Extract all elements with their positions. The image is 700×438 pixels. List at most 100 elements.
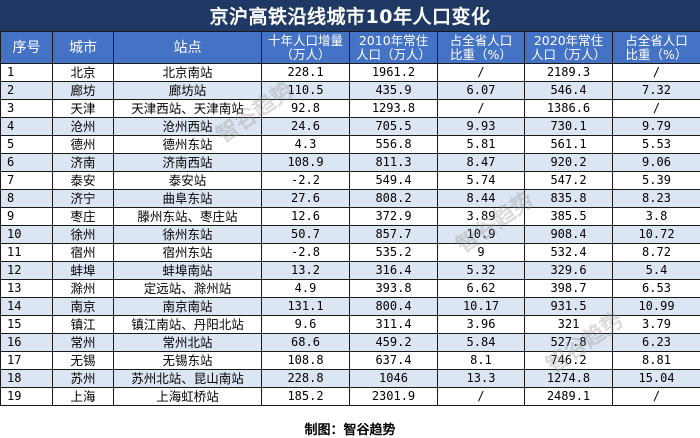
cell-share2020: / [612,63,700,82]
cell-station: 无锡东站 [113,351,262,370]
cell-growth: 228.1 [261,63,350,82]
cell-pop2020: 561.1 [524,135,613,154]
cell-city: 德州 [52,135,114,154]
cell-pop2020: 1274.8 [524,369,613,388]
cell-pop2010: 316.4 [349,261,438,280]
cell-idx: 17 [0,351,53,370]
cell-idx: 9 [0,207,53,226]
cell-city: 苏州 [52,369,114,388]
cell-share2010: 9 [437,243,525,262]
cell-share2020: 8.81 [612,351,700,370]
cell-growth: 27.6 [261,189,350,208]
table-row: 16 常州 常州北站 68.6 459.2 5.84 527.8 6.23 [0,333,700,352]
cell-pop2010: 435.9 [349,81,438,100]
header-pop2020: 2020年常住 人口（万人） [524,31,613,64]
cell-share2020: 7.32 [612,81,700,100]
cell-pop2020: 329.6 [524,261,613,280]
cell-growth: 131.1 [261,297,350,316]
cell-growth: 13.2 [261,261,350,280]
cell-share2010: 10.9 [437,225,525,244]
cell-growth: 12.6 [261,207,350,226]
table-row: 18 苏州 苏州北站、昆山南站 228.8 1046 13.3 1274.8 15.04 [0,369,700,388]
cell-growth: -2.2 [261,171,350,190]
cell-growth: 108.9 [261,153,350,172]
cell-city: 无锡 [52,351,114,370]
cell-share2020: / [612,99,700,118]
population-table: 序号 城市 站点 十年人口增量 （万人） 2010年常住 人口（万人） 占全省人口比… [0,31,700,406]
cell-station: 滕州东站、枣庄站 [113,207,262,226]
cell-growth: 110.5 [261,81,350,100]
header-growth: 十年人口增量 （万人） [261,31,350,64]
cell-station: 廊坊站 [113,81,262,100]
table-row: 13 滁州 定远站、滁州站 4.9 393.8 6.62 398.7 6.53 [0,279,700,298]
cell-growth: 185.2 [261,387,350,406]
cell-growth: 50.7 [261,225,350,244]
cell-station: 德州东站 [113,135,262,154]
cell-pop2020: 931.5 [524,297,613,316]
header-idx: 序号 [0,31,53,64]
table-row: 4 沧州 沧州西站 24.6 705.5 9.93 730.1 9.79 [0,117,700,136]
cell-city: 蚌埠 [52,261,114,280]
header-row: 序号 城市 站点 十年人口增量 （万人） 2010年常住 人口（万人） 占全省人口比… [0,31,700,64]
cell-pop2020: 730.1 [524,117,613,136]
cell-growth: 108.8 [261,351,350,370]
cell-pop2010: 535.2 [349,243,438,262]
cell-city: 宿州 [52,243,114,262]
cell-share2010: 3.96 [437,315,525,334]
cell-pop2010: 705.5 [349,117,438,136]
header-share2020: 占全省人口 比重（%） [612,31,700,64]
table-row: 14 南京 南京南站 131.1 800.4 10.17 931.5 10.99 [0,297,700,316]
cell-pop2010: 1046 [349,369,438,388]
footer-credit: 制图：智谷趋势 [304,423,396,438]
cell-idx: 19 [0,387,53,406]
cell-station: 济南西站 [113,153,262,172]
cell-idx: 1 [0,63,53,82]
cell-pop2010: 311.4 [349,315,438,334]
cell-share2010: 8.1 [437,351,525,370]
cell-pop2010: 1293.8 [349,99,438,118]
cell-pop2020: 398.7 [524,279,613,298]
cell-station: 上海虹桥站 [113,387,262,406]
cell-share2020: 5.53 [612,135,700,154]
cell-city: 南京 [52,297,114,316]
header-city: 城市 [52,31,114,64]
cell-share2010: 5.74 [437,171,525,190]
cell-share2020: 3.79 [612,315,700,334]
cell-share2020: 10.72 [612,225,700,244]
table-row: 15 镇江 镇江南站、丹阳北站 9.6 311.4 3.96 321 3.79 [0,315,700,334]
cell-idx: 16 [0,333,53,352]
cell-share2010: 3.89 [437,207,525,226]
cell-station: 北京南站 [113,63,262,82]
cell-pop2010: 1961.2 [349,63,438,82]
cell-idx: 13 [0,279,53,298]
cell-city: 天津 [52,99,114,118]
cell-pop2010: 393.8 [349,279,438,298]
cell-city: 滁州 [52,279,114,298]
cell-share2010: 6.62 [437,279,525,298]
table-row: 9 枣庄 滕州东站、枣庄站 12.6 372.9 3.89 385.5 3.8 [0,207,700,226]
cell-pop2020: 835.8 [524,189,613,208]
cell-share2020: 9.79 [612,117,700,136]
cell-idx: 18 [0,369,53,388]
cell-share2010: / [437,387,525,406]
cell-city: 济宁 [52,189,114,208]
table-row: 17 无锡 无锡东站 108.8 637.4 8.1 746.2 8.81 [0,351,700,370]
cell-share2020: 5.39 [612,171,700,190]
cell-share2010: 9.93 [437,117,525,136]
cell-idx: 5 [0,135,53,154]
cell-pop2020: 908.4 [524,225,613,244]
cell-pop2010: 372.9 [349,207,438,226]
cell-pop2010: 808.2 [349,189,438,208]
cell-growth: 92.8 [261,99,350,118]
cell-station: 曲阜东站 [113,189,262,208]
cell-idx: 15 [0,315,53,334]
cell-city: 泰安 [52,171,114,190]
cell-pop2010: 857.7 [349,225,438,244]
cell-share2010: 5.81 [437,135,525,154]
cell-idx: 3 [0,99,53,118]
cell-pop2010: 637.4 [349,351,438,370]
cell-pop2020: 532.4 [524,243,613,262]
cell-station: 泰安站 [113,171,262,190]
cell-share2010: 13.3 [437,369,525,388]
